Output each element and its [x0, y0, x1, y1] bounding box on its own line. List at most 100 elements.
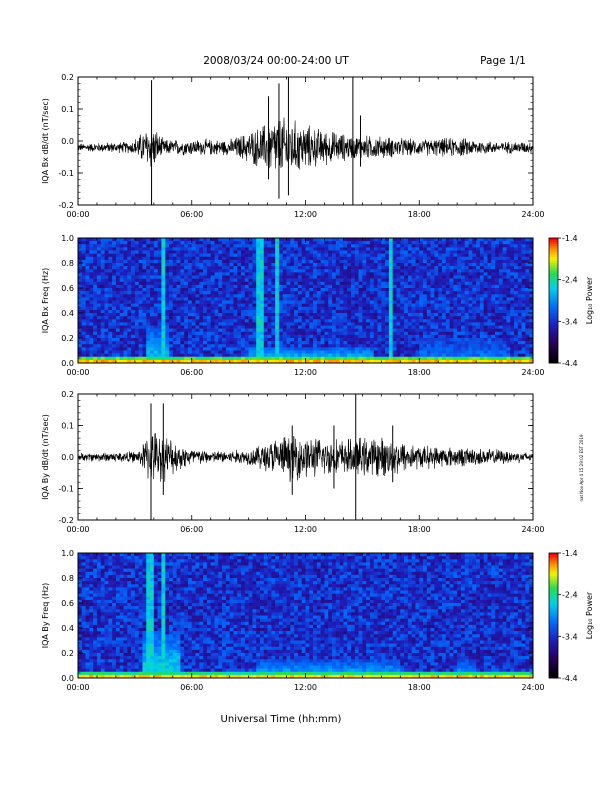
y-tick-label: 0.2: [61, 73, 74, 82]
heat-cell: [161, 247, 166, 251]
heat-cell: [335, 250, 340, 254]
heat-cell: [275, 344, 280, 348]
heat-cell: [351, 306, 356, 311]
heat-cell: [328, 244, 333, 248]
heat-cell: [275, 356, 280, 361]
heat-cell: [392, 334, 397, 339]
heat-cell: [324, 338, 329, 342]
heat-cell: [138, 322, 143, 326]
heat-cell: [457, 353, 462, 358]
heat-cell: [187, 341, 193, 345]
heat-cell: [104, 341, 109, 345]
heat-cell: [191, 278, 196, 283]
heat-cell: [339, 353, 344, 358]
heat-cell: [142, 272, 147, 276]
heat-cell: [225, 325, 230, 329]
heat-cell: [369, 284, 375, 289]
heat-cell: [150, 244, 155, 248]
heat-cell: [479, 313, 485, 317]
heat-cell: [498, 247, 503, 251]
heat-cell: [104, 263, 109, 267]
heat-cell: [131, 272, 136, 276]
heat-cell: [354, 359, 359, 364]
heat-cell: [244, 322, 249, 326]
heat-cell: [392, 306, 397, 311]
heat-cell: [502, 284, 507, 289]
heat-cell: [309, 325, 314, 329]
heat-cell: [506, 269, 511, 273]
heat-cell: [423, 322, 428, 326]
heat-cell: [85, 256, 90, 261]
heat-cell: [407, 338, 412, 342]
heat-cell: [157, 350, 162, 354]
heat-cell: [256, 313, 261, 317]
heat-cell: [78, 325, 83, 329]
heat-cell: [297, 334, 303, 339]
heat-cell: [460, 306, 466, 311]
heat-cell: [388, 294, 394, 298]
heat-cell: [248, 275, 253, 279]
heat-cell: [93, 347, 98, 351]
heat-cell: [267, 256, 272, 261]
heat-cell: [347, 325, 352, 329]
heat-cell: [134, 359, 139, 364]
heat-cell: [241, 269, 246, 273]
heat-cell: [199, 309, 204, 314]
heat-cell: [468, 303, 473, 308]
heat-cell: [195, 259, 200, 264]
heat-cell: [96, 316, 102, 320]
heat-cell: [93, 250, 98, 254]
heat-cell: [138, 338, 143, 342]
heat-cell: [434, 272, 439, 276]
heat-cell: [248, 319, 253, 323]
heat-cell: [290, 331, 295, 336]
heat-cell: [134, 297, 139, 301]
heat-cell: [225, 259, 230, 264]
heat-cell: [275, 331, 280, 336]
heat-cell: [430, 344, 435, 348]
heat-cell: [514, 328, 519, 333]
heat-cell: [294, 325, 299, 329]
heat-cell: [347, 344, 352, 348]
heat-cell: [343, 256, 348, 261]
heat-cell: [146, 338, 151, 342]
heat-cell: [153, 244, 158, 248]
heat-cell: [495, 244, 500, 248]
heat-cell: [286, 322, 291, 326]
heat-cell: [392, 244, 397, 248]
heat-cell: [263, 256, 268, 261]
heat-cell: [320, 316, 325, 320]
heat-cell: [206, 238, 212, 242]
heat-cell: [89, 253, 94, 258]
heat-cell: [358, 316, 363, 320]
heat-cell: [521, 241, 526, 245]
heat-cell: [491, 300, 496, 304]
heat-cell: [195, 294, 200, 298]
heat-cell: [142, 250, 147, 254]
heat-cell: [115, 297, 121, 301]
heat-cell: [419, 316, 424, 320]
heat-cell: [271, 306, 276, 311]
heat-cell: [339, 291, 344, 295]
heat-cell: [267, 353, 272, 358]
heat-cell: [324, 316, 329, 320]
heat-cell: [343, 331, 348, 336]
heat-cell: [294, 244, 299, 248]
heat-cell: [305, 297, 310, 301]
heat-cell: [229, 356, 234, 361]
heat-cell: [495, 297, 500, 301]
heat-cell: [161, 356, 166, 361]
heat-cell: [388, 247, 394, 251]
heat-cell: [498, 344, 503, 348]
heat-cell: [187, 269, 193, 273]
heat-cell: [415, 338, 420, 342]
heat-cell: [404, 259, 409, 264]
heat-cell: [191, 334, 196, 339]
heat-cell: [411, 275, 416, 279]
heat-cell: [362, 272, 367, 276]
heat-cell: [343, 334, 348, 339]
heat-cell: [487, 300, 492, 304]
heat-cell: [449, 303, 454, 308]
heat-cell: [282, 344, 287, 348]
heat-cell: [426, 281, 431, 286]
